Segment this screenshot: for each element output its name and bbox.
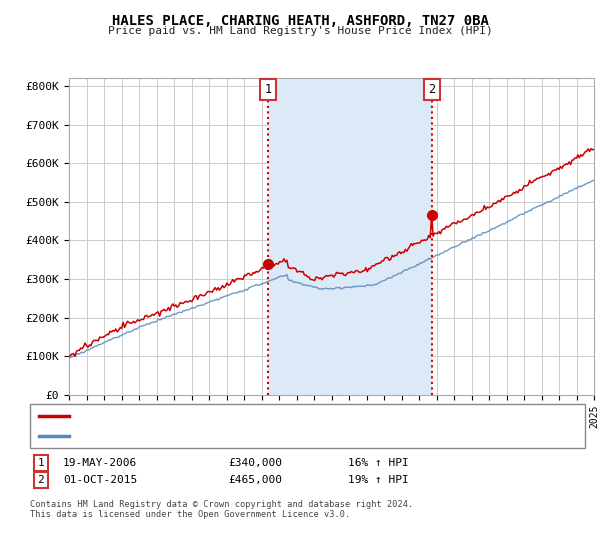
- Text: 2: 2: [428, 83, 436, 96]
- Text: 19-MAY-2006: 19-MAY-2006: [63, 458, 137, 468]
- Bar: [268, 78, 432, 395]
- Text: £340,000: £340,000: [228, 458, 282, 468]
- Text: 1: 1: [265, 83, 272, 96]
- Text: 16% ↑ HPI: 16% ↑ HPI: [348, 458, 409, 468]
- Text: HALES PLACE, CHARING HEATH, ASHFORD, TN27 0BA (detached house): HALES PLACE, CHARING HEATH, ASHFORD, TN2…: [75, 411, 447, 421]
- Text: Contains HM Land Registry data © Crown copyright and database right 2024.
This d: Contains HM Land Registry data © Crown c…: [30, 500, 413, 519]
- Text: 1: 1: [37, 458, 44, 468]
- Text: HPI: Average price, detached house, Ashford: HPI: Average price, detached house, Ashf…: [75, 431, 333, 441]
- Text: 2: 2: [37, 475, 44, 485]
- Text: Price paid vs. HM Land Registry's House Price Index (HPI): Price paid vs. HM Land Registry's House …: [107, 26, 493, 36]
- Text: 01-OCT-2015: 01-OCT-2015: [63, 475, 137, 485]
- Text: HALES PLACE, CHARING HEATH, ASHFORD, TN27 0BA: HALES PLACE, CHARING HEATH, ASHFORD, TN2…: [112, 14, 488, 28]
- Text: 19% ↑ HPI: 19% ↑ HPI: [348, 475, 409, 485]
- Text: £465,000: £465,000: [228, 475, 282, 485]
